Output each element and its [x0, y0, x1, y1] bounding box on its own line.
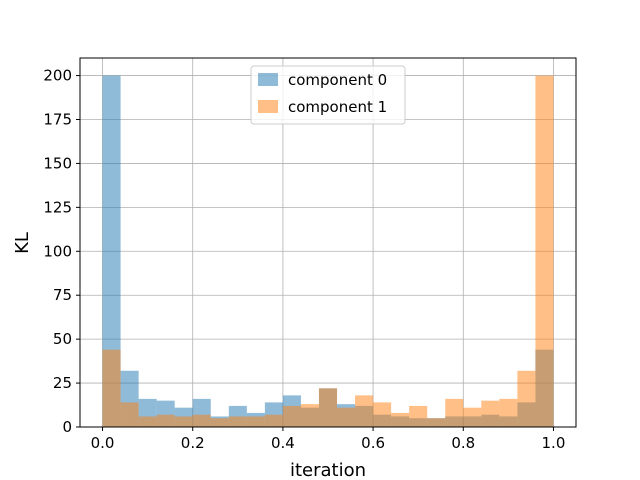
y-tick-label: 175 [43, 111, 72, 129]
x-tick-label: 0.4 [271, 434, 295, 452]
bar-component-1 [246, 416, 265, 427]
x-tick-label: 0.2 [181, 434, 205, 452]
legend-box [250, 65, 406, 125]
bar-component-1 [192, 414, 211, 427]
bar-component-1 [318, 388, 338, 427]
bar-component-1 [481, 400, 500, 427]
bar-component-1 [300, 404, 319, 427]
bar-component-1 [337, 407, 356, 427]
y-tick-label: 200 [43, 67, 72, 85]
bar-component-1 [156, 414, 175, 427]
bar-component-1 [355, 395, 374, 427]
bar-component-1 [210, 418, 229, 427]
y-axis-label: KL [12, 232, 33, 254]
legend: component 0 component 1 [250, 65, 406, 125]
y-tick-label: 100 [43, 242, 72, 260]
x-tick-label: 0.6 [361, 434, 385, 452]
legend-swatch-component-0 [258, 73, 278, 86]
y-tick-label: 0 [62, 418, 72, 436]
bar-component-1 [102, 349, 121, 427]
bar-component-1 [463, 407, 482, 427]
histogram-bars [102, 75, 554, 428]
bar-component-1 [282, 405, 301, 427]
x-tick-label: 1.0 [542, 434, 566, 452]
bar-component-1 [174, 416, 193, 427]
bar-component-1 [445, 398, 464, 427]
bar-component-1 [120, 402, 139, 427]
bar-component-0 [102, 75, 121, 428]
x-tick-label: 0.0 [91, 434, 115, 452]
bar-component-1 [499, 398, 518, 427]
bar-component-1 [391, 412, 410, 427]
bar-component-1 [228, 416, 247, 427]
bar-component-1 [373, 402, 392, 427]
x-tick-label: 0.8 [451, 434, 475, 452]
legend-label-component-0: component 0 [288, 71, 387, 89]
y-tick-label: 150 [43, 154, 72, 172]
bar-component-1 [427, 418, 446, 427]
y-tick-label: 50 [53, 330, 72, 348]
x-axis-label: iteration [290, 460, 366, 480]
y-tick-label: 125 [43, 198, 72, 216]
axis-ticks: 0.0 0.2 0.4 0.6 0.8 1.0 0 25 50 75 100 125 150 175 200 [43, 67, 565, 452]
plot-frame [79, 57, 577, 428]
bar-component-1 [138, 416, 157, 427]
bar-component-1 [264, 414, 283, 427]
legend-swatch-component-1 [258, 100, 278, 113]
y-tick-label: 25 [53, 374, 72, 392]
legend-label-component-1: component 1 [288, 98, 387, 116]
y-tick-label: 75 [53, 286, 72, 304]
bar-component-1 [409, 405, 428, 427]
bar-component-1 [517, 370, 536, 427]
bar-component-1 [535, 75, 554, 428]
